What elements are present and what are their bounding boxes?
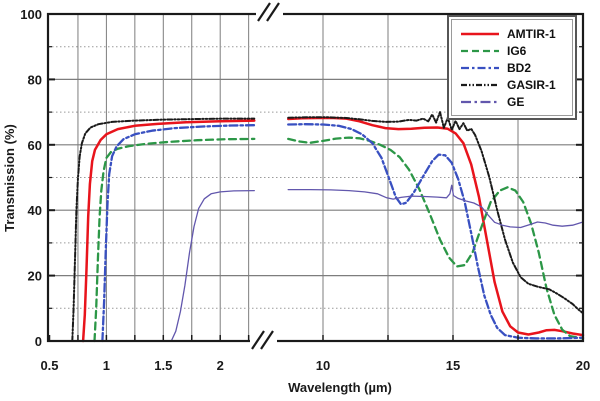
series-line-gasir-1 bbox=[287, 111, 584, 315]
x-tick-label-1.5: 1.5 bbox=[154, 358, 172, 373]
legend-label-bd2: BD2 bbox=[507, 60, 532, 75]
series-line-ge bbox=[287, 184, 584, 229]
legend-line-sample-amtir-1 bbox=[461, 32, 499, 35]
y-tick-label-60: 60 bbox=[28, 138, 42, 153]
x-tick-label-2: 2 bbox=[217, 358, 224, 373]
series-line-amtir-1 bbox=[81, 119, 256, 343]
legend-box: AMTIR-1 IG6 BD2 GASIR-1 GE bbox=[451, 19, 573, 116]
y-tick-label-100: 100 bbox=[20, 7, 42, 22]
x-tick-label-20: 20 bbox=[576, 358, 590, 373]
legend-item-bd2: BD2 bbox=[460, 59, 566, 76]
legend-line-sample-gasir-1 bbox=[461, 83, 499, 86]
legend-line-sample-ge bbox=[461, 100, 499, 103]
series-line-amtir-1 bbox=[286, 116, 585, 337]
axis-ticks bbox=[48, 46, 584, 341]
y-tick-label-0: 0 bbox=[35, 334, 42, 349]
x-tick-label-1: 1 bbox=[103, 358, 110, 373]
x-axis-title: Wavelength (µm) bbox=[288, 380, 392, 395]
series-line-bd2 bbox=[101, 124, 256, 343]
legend-item-gasir-1: GASIR-1 bbox=[460, 76, 566, 93]
series-line-bd2 bbox=[287, 123, 585, 340]
x-tick-label-15: 15 bbox=[446, 358, 460, 373]
legend-label-gasir-1: GASIR-1 bbox=[507, 77, 556, 92]
series-line-ig6 bbox=[287, 136, 585, 340]
x-tick-label-10: 10 bbox=[316, 358, 330, 373]
legend-item-amtir-1: AMTIR-1 bbox=[460, 25, 566, 42]
legend-label-ig6: IG6 bbox=[507, 43, 527, 58]
y-tick-label-20: 20 bbox=[28, 269, 42, 284]
tick-labels: 0 20 40 60 80 100 0.5 1 1.5 2 10 15 20 bbox=[20, 7, 590, 373]
legend-item-ig6: IG6 bbox=[460, 42, 566, 59]
y-tick-label-40: 40 bbox=[28, 203, 42, 218]
legend: AMTIR-1 IG6 BD2 GASIR-1 GE bbox=[447, 15, 577, 120]
series-lines bbox=[71, 111, 585, 343]
y-axis-title: Transmission (%) bbox=[2, 124, 17, 232]
axis-break-marks bbox=[250, 2, 283, 350]
legend-item-ge: GE bbox=[460, 93, 566, 110]
legend-line-sample-ig6 bbox=[461, 49, 499, 52]
legend-label-amtir-1: AMTIR-1 bbox=[507, 26, 556, 41]
x-tick-label-0.5: 0.5 bbox=[40, 358, 58, 373]
series-line-ig6 bbox=[93, 137, 256, 343]
y-tick-label-80: 80 bbox=[28, 72, 42, 87]
legend-line-sample-bd2 bbox=[461, 66, 499, 69]
legend-label-ge: GE bbox=[507, 94, 525, 109]
series-line-gasir-1 bbox=[71, 117, 256, 342]
series-line-ge bbox=[170, 189, 255, 342]
